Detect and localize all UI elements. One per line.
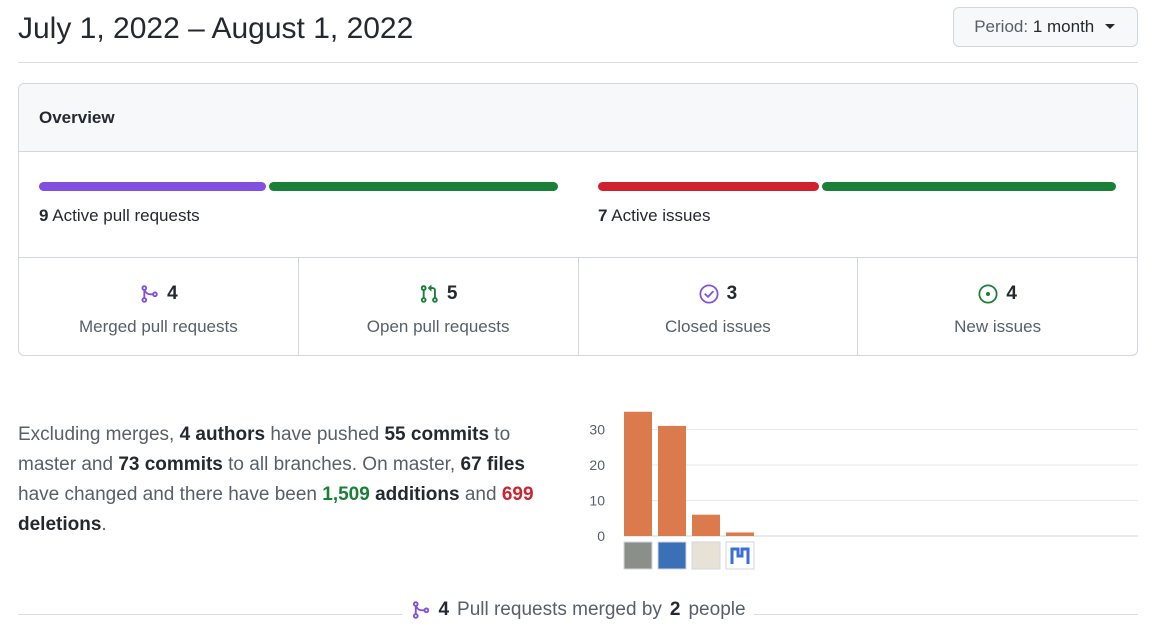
merged-prs-summary: 4 Pull requests merged by 2 people	[402, 599, 754, 621]
merged-pull-requests-stat[interactable]: 4 Merged pull requests	[19, 258, 299, 355]
summary-text: have changed and there have been	[18, 484, 323, 505]
merged-pr-label: Merged pull requests	[78, 317, 238, 336]
pull-requests-ratio-bar	[39, 182, 558, 191]
y-tick-label: 30	[589, 422, 605, 438]
avatar-monogram	[730, 547, 750, 564]
deletions-word: deletions	[18, 514, 102, 535]
open-pr-icon	[420, 284, 438, 303]
new-issue-icon	[978, 284, 998, 304]
commits-by-author-chart: 0 10 20 30	[580, 400, 1140, 575]
merged-pr-text: Pull requests merged by	[457, 599, 662, 620]
closed-issue-icon	[699, 284, 719, 304]
open-pr-segment	[269, 182, 558, 191]
commit-summary: Excluding merges, 4 authors have pushed …	[18, 420, 563, 540]
commit-bar[interactable]	[692, 514, 720, 536]
active-pr-label: Active pull requests	[52, 206, 200, 225]
additions-count: 1,509	[322, 484, 370, 505]
caret-down-icon	[1105, 24, 1115, 29]
active-pull-requests-link[interactable]: 9 Active pull requests	[39, 206, 200, 226]
files-count: 67 files	[460, 454, 525, 475]
deletions-count: 699	[501, 484, 534, 505]
new-issues-label: New issues	[954, 317, 1042, 336]
merged-pr-segment	[39, 182, 267, 191]
commit-bar[interactable]	[624, 411, 652, 536]
overview-title: Overview	[19, 84, 1137, 152]
summary-text: have pushed	[265, 424, 385, 445]
merged-pr-icon	[141, 285, 158, 303]
commits-bar-chart: 0 10 20 30	[589, 411, 1138, 570]
merged-pr-icon	[412, 601, 430, 619]
people-text: people	[688, 599, 746, 620]
author-avatar[interactable]	[691, 541, 721, 570]
all-commits-count: 73 commits	[118, 454, 223, 475]
author-avatar[interactable]	[623, 541, 653, 570]
summary-text: .	[101, 514, 107, 535]
author-avatar[interactable]	[657, 541, 687, 570]
summary-text: and	[459, 484, 502, 505]
open-pr-count: 5	[446, 283, 458, 304]
date-range-title: July 1, 2022 – August 1, 2022	[18, 12, 414, 45]
y-tick-label: 0	[597, 528, 605, 544]
new-issues-stat[interactable]: 4 New issues	[858, 258, 1137, 355]
merged-pr-total: 4	[438, 599, 450, 620]
overview-panel: Overview 9 Active pull requests 7 Active…	[18, 83, 1138, 356]
commit-bar[interactable]	[658, 425, 686, 536]
merged-pr-divider: 4 Pull requests merged by 2 people	[18, 599, 1138, 621]
summary-text: Excluding merges,	[18, 424, 180, 445]
new-issues-count: 4	[1006, 283, 1017, 304]
open-pr-label: Open pull requests	[366, 317, 510, 336]
master-commits-count: 55 commits	[384, 424, 490, 445]
y-tick-label: 20	[589, 457, 605, 473]
closed-issues-label: Closed issues	[664, 317, 771, 336]
issues-ratio-bar	[598, 182, 1116, 191]
commit-bar[interactable]	[726, 532, 754, 536]
closed-issues-stat[interactable]: 3 Closed issues	[579, 258, 859, 355]
closed-issues-count: 3	[726, 283, 738, 304]
summary-text: to all branches. On master,	[222, 454, 461, 475]
period-value: 1 month	[1032, 17, 1095, 36]
overview-stats: 4 Merged pull requests 5 Open pull reque…	[19, 258, 1137, 355]
header: July 1, 2022 – August 1, 2022 Period: 1 …	[18, 0, 1138, 63]
period-label: Period:	[974, 17, 1029, 36]
active-issues-link[interactable]: 7 Active issues	[598, 206, 710, 226]
authors-count: 4 authors	[179, 424, 266, 445]
active-pr-count: 9	[39, 206, 49, 225]
additions-word: additions	[369, 484, 460, 505]
y-tick-label: 10	[589, 493, 605, 509]
open-pull-requests-stat[interactable]: 5 Open pull requests	[299, 258, 579, 355]
closed-issues-segment	[598, 182, 820, 191]
active-issues-count: 7	[598, 206, 608, 225]
new-issues-segment	[822, 182, 1116, 191]
active-issues-label: Active issues	[611, 206, 711, 225]
people-count: 2	[669, 599, 681, 620]
period-dropdown-button[interactable]: Period: 1 month	[953, 7, 1138, 47]
merged-pr-count: 4	[167, 283, 178, 304]
overview-bars: 9 Active pull requests 7 Active issues	[19, 152, 1137, 258]
summary-text: to master and	[18, 424, 511, 475]
